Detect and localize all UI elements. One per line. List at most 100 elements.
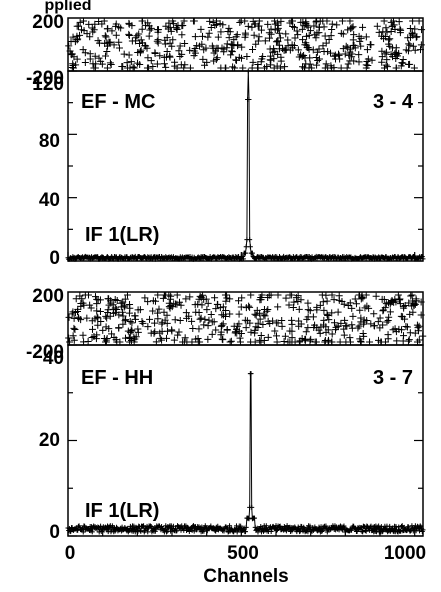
phase-point xyxy=(405,336,413,344)
phase-point xyxy=(181,39,189,47)
phase-point xyxy=(257,26,265,34)
phase-point xyxy=(229,63,237,71)
phase-point xyxy=(163,334,171,342)
phase-point xyxy=(367,320,375,328)
phase-point xyxy=(381,50,389,58)
phase-point xyxy=(349,36,357,44)
amplitude-point xyxy=(393,524,399,530)
phase-point xyxy=(413,33,421,41)
phase-point xyxy=(371,322,379,330)
phase-point xyxy=(274,291,282,299)
phase-point xyxy=(304,23,312,31)
phase-point xyxy=(315,326,323,334)
phase-point xyxy=(204,33,212,41)
phase-point xyxy=(275,29,283,37)
phase-point xyxy=(228,48,236,56)
phase-point xyxy=(336,55,344,63)
phase-point xyxy=(110,334,118,342)
phase-point xyxy=(83,314,91,322)
phase-point xyxy=(149,307,157,315)
phase-point xyxy=(302,60,310,68)
phase-point xyxy=(244,22,252,30)
phase-point xyxy=(419,332,427,340)
phase-point xyxy=(220,48,228,56)
phase-point xyxy=(197,25,205,33)
phase-point xyxy=(166,304,174,312)
phase-point xyxy=(316,301,324,309)
phase-point xyxy=(303,44,311,52)
phase-point xyxy=(309,46,317,54)
phase-point xyxy=(176,53,184,61)
phase-point xyxy=(395,18,403,26)
phase-point xyxy=(207,23,215,31)
phase-point xyxy=(309,313,317,321)
phase-point xyxy=(333,21,341,29)
phase-point xyxy=(379,321,387,329)
phase-point xyxy=(355,58,363,66)
phase-point xyxy=(243,53,251,61)
amplitude-point xyxy=(419,254,425,260)
phase-point xyxy=(330,319,338,327)
phase-point xyxy=(346,17,354,25)
phase-point xyxy=(281,46,289,54)
phase-point xyxy=(94,37,102,45)
phase-point xyxy=(289,44,297,52)
phase-point xyxy=(416,46,424,54)
phase-point xyxy=(156,52,164,60)
phase-point xyxy=(334,308,342,316)
phase-point xyxy=(327,32,335,40)
phase-point xyxy=(99,326,107,334)
phase-point xyxy=(163,319,171,327)
phase-point xyxy=(293,27,301,35)
phase-point xyxy=(186,293,194,301)
phase-point xyxy=(85,20,93,28)
amplitude-point xyxy=(263,523,269,529)
phase-point xyxy=(338,17,346,25)
amplitude-point xyxy=(227,523,233,529)
phase-point xyxy=(299,18,307,26)
phase-point xyxy=(357,314,365,322)
phase-point xyxy=(277,17,285,25)
phase-point xyxy=(249,58,257,66)
amplitude-point xyxy=(315,528,321,534)
phase-point xyxy=(328,20,336,28)
phase-point xyxy=(71,325,79,333)
phase-point xyxy=(285,301,293,309)
amplitude-point xyxy=(247,237,253,243)
phase-point xyxy=(212,326,220,334)
amplitude-point xyxy=(248,371,254,377)
phase-point xyxy=(166,23,174,31)
phase-point xyxy=(160,60,168,68)
amplitude-point xyxy=(349,527,355,533)
phase-point xyxy=(328,309,336,317)
phase-point xyxy=(409,42,417,50)
phase-point xyxy=(135,30,143,38)
phase-point xyxy=(264,306,272,314)
phase-point xyxy=(219,311,227,319)
phase-point xyxy=(146,315,154,323)
phase-point xyxy=(96,307,104,315)
phase-point xyxy=(251,310,259,318)
phase-point xyxy=(330,52,338,60)
phase-point xyxy=(259,320,267,328)
amplitude-point xyxy=(405,524,411,530)
phase-point xyxy=(97,318,105,326)
amplitude-point xyxy=(75,527,81,533)
phase-point xyxy=(286,291,294,299)
phase-point xyxy=(271,47,279,55)
phase-point xyxy=(67,51,75,59)
phase-point xyxy=(76,31,84,39)
phase-point xyxy=(94,314,102,322)
phase-point xyxy=(125,32,133,40)
phase-point xyxy=(102,323,110,331)
phase-point xyxy=(355,51,363,59)
phase-point xyxy=(396,25,404,33)
phase-point xyxy=(273,62,281,70)
phase-point xyxy=(319,321,327,329)
phase-point xyxy=(374,318,382,326)
phase-point xyxy=(395,296,403,304)
phase-point xyxy=(232,56,240,64)
phase-point xyxy=(368,56,376,64)
amplitude-1-ticks xyxy=(67,70,423,262)
phase-point xyxy=(108,330,116,338)
